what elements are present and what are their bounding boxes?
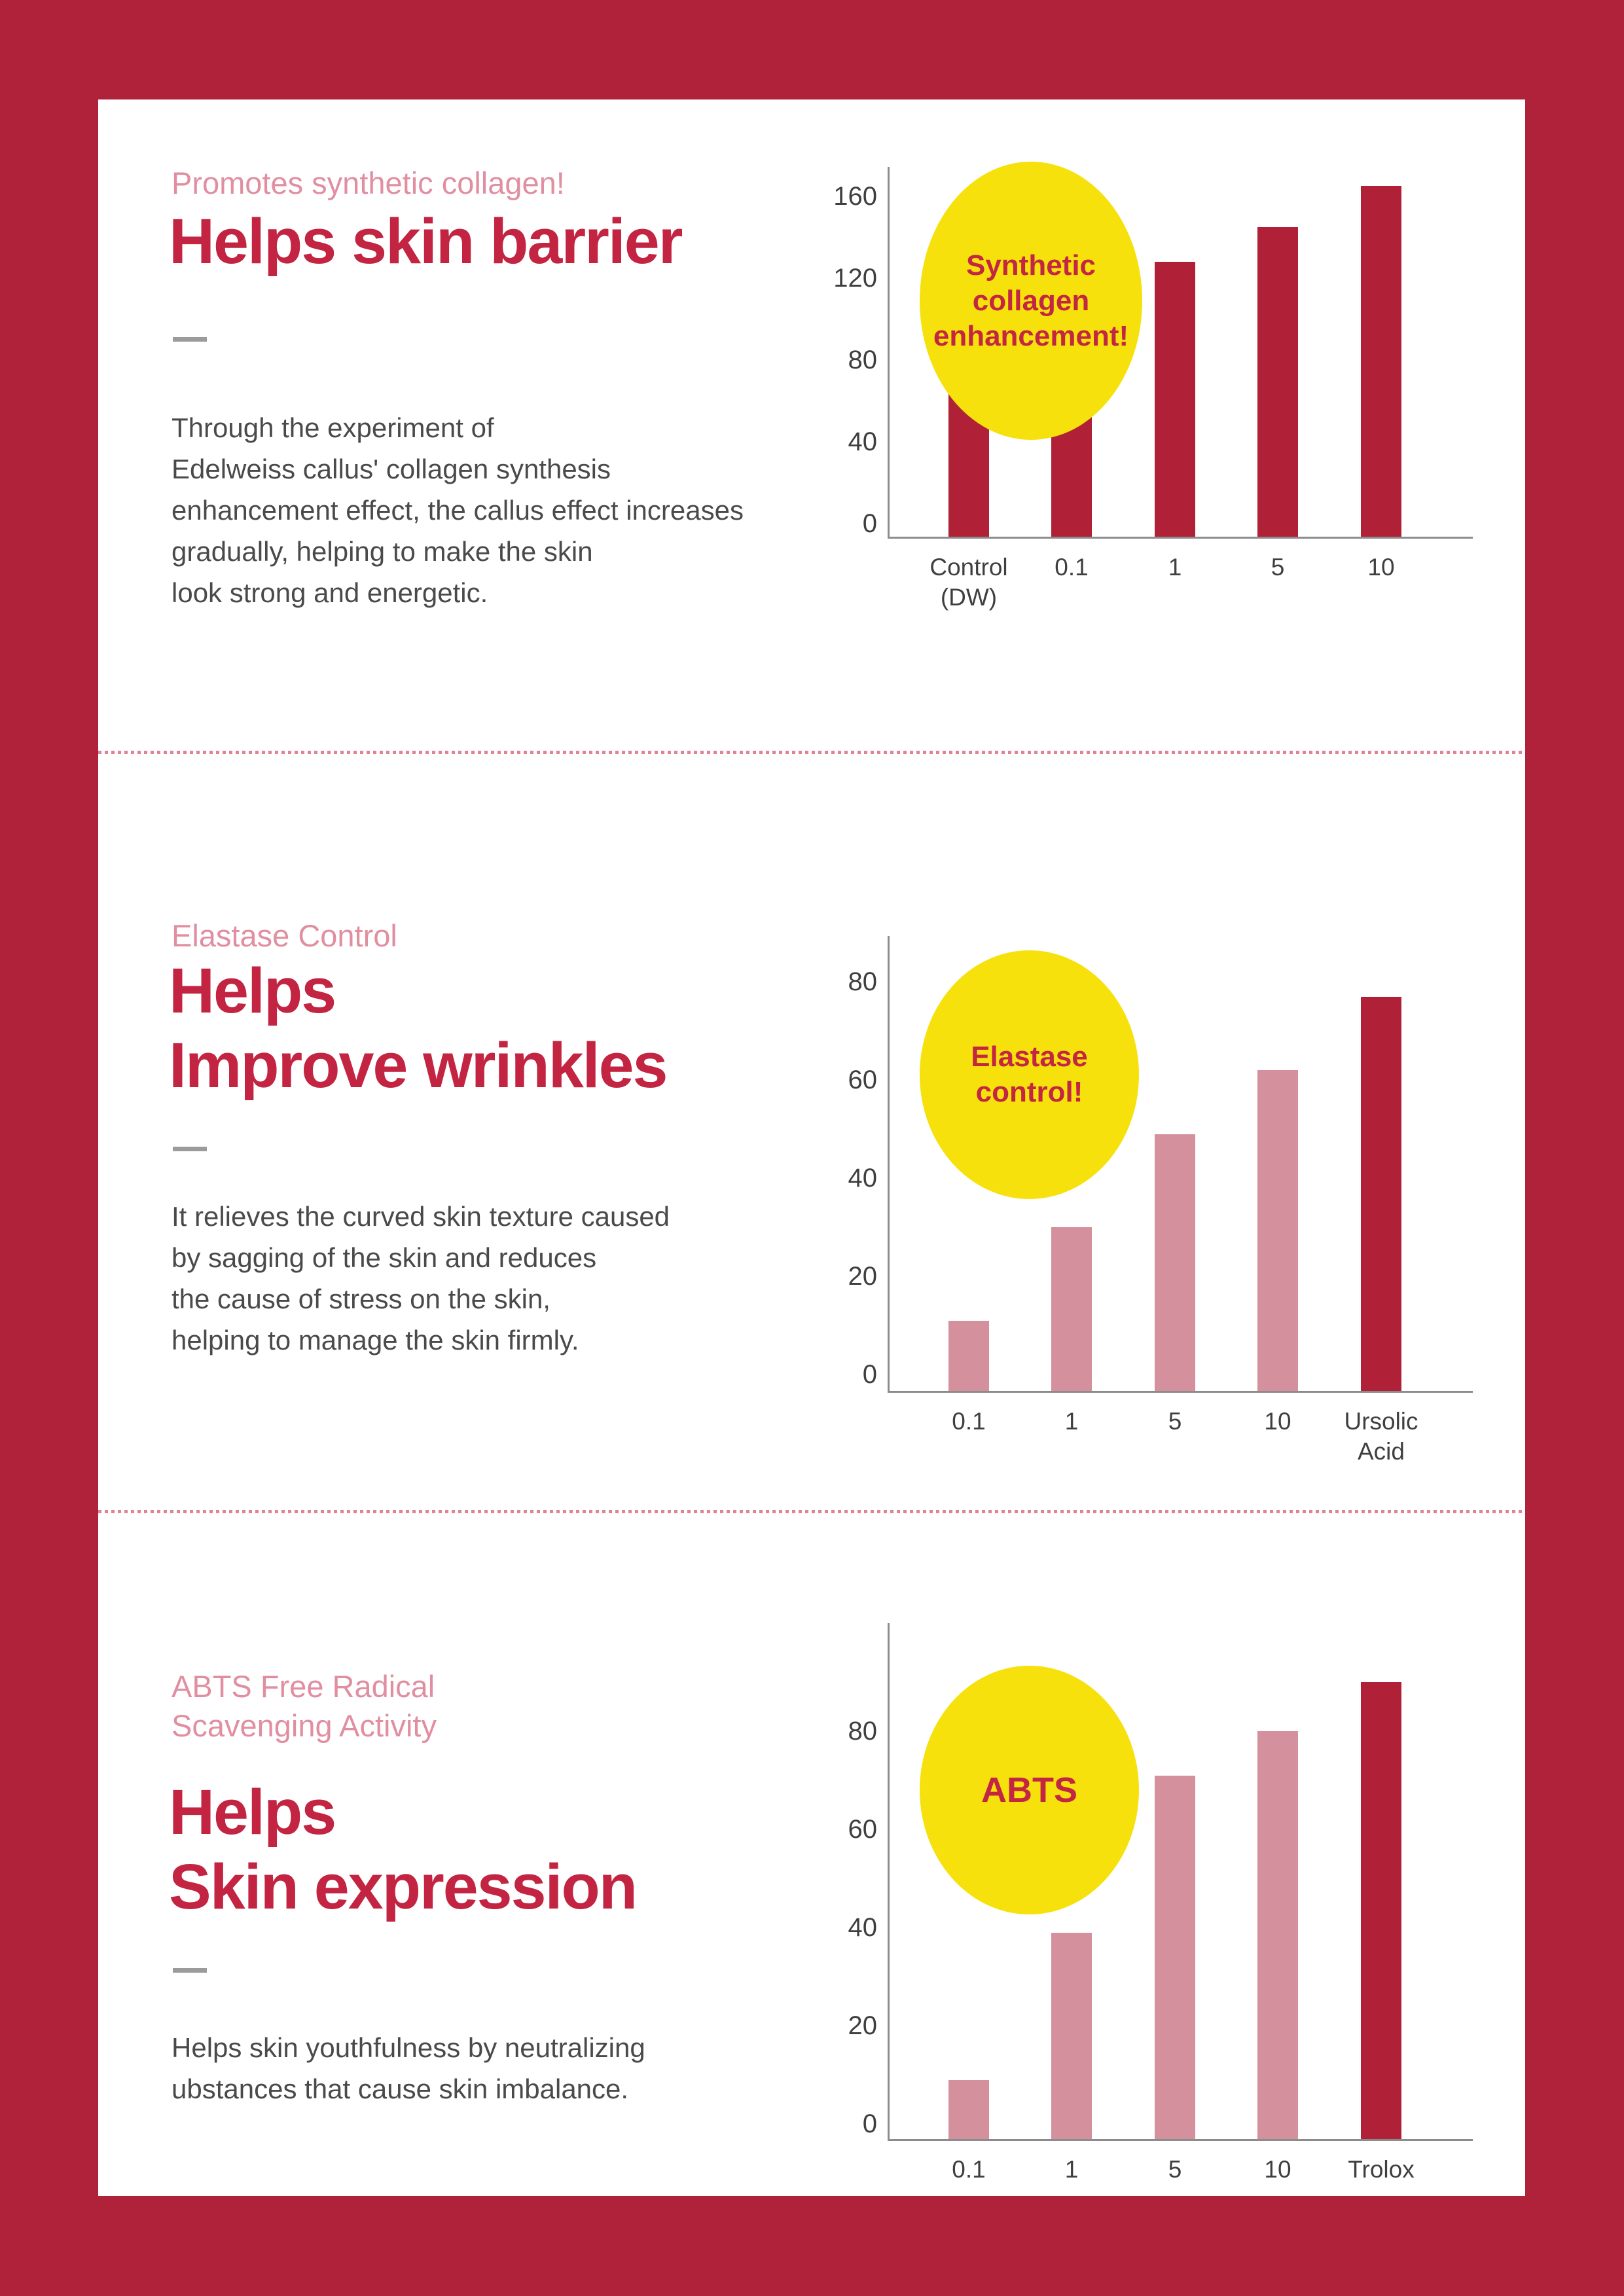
- bar-trolox: [1361, 1682, 1401, 2139]
- category-label: 5: [1168, 1408, 1182, 1435]
- bar-5: [1155, 1775, 1195, 2139]
- y-tick-label: 120: [833, 264, 877, 293]
- section-separator-2: [98, 1510, 1525, 1513]
- y-tick-label: 20: [848, 1262, 878, 1291]
- category-label: 0.1: [952, 1408, 986, 1435]
- section-3-body: Helps skin youthfulness by neutralizing …: [171, 2032, 645, 2104]
- collagen-synthesis-chart: 0 40 80 120 160 Control (DW) 0.1 1 5 10 Synthetic …: [833, 152, 1532, 623]
- section-2-eyebrow: Elastase Control: [171, 918, 397, 953]
- section-1-divider-dash: [173, 337, 207, 342]
- category-label: 1: [1064, 2156, 1079, 2183]
- bar-ursolic-acid: [1361, 996, 1401, 1391]
- y-tick-label: 60: [848, 1066, 878, 1094]
- category-label: 1: [1168, 554, 1182, 581]
- section-3-divider-dash: [173, 1968, 207, 1973]
- section-3-title: Helps Skin expression: [169, 1776, 638, 1922]
- y-tick-label: 0: [862, 509, 877, 538]
- category-label: 10: [1264, 1408, 1291, 1435]
- y-tick-label: 0: [862, 2109, 877, 2138]
- section-1-body: Through the experiment of Edelweiss call…: [171, 412, 744, 608]
- highlight-badge-circle: Elastase control!: [920, 950, 1139, 1199]
- category-label: 10: [1264, 2156, 1291, 2183]
- x-axis-line: [888, 537, 1473, 539]
- bar-10: [1361, 186, 1401, 537]
- badge-label: Synthetic collagen enhancement!: [933, 249, 1129, 352]
- y-tick-label: 80: [848, 1717, 878, 1746]
- bar-10: [1257, 1070, 1298, 1391]
- y-tick-label: 80: [848, 967, 878, 996]
- y-tick-label: 40: [848, 1913, 878, 1942]
- elastase-control-chart: 0 20 40 60 80 0.1 1 5 10 Ursolic Acid Elastase con…: [848, 914, 1532, 1477]
- section-2-title: Helps Improve wrinkles: [169, 955, 668, 1101]
- badge-label: Elastase control!: [971, 1041, 1088, 1108]
- highlight-badge-circle: Synthetic collagen enhancement!: [920, 162, 1142, 440]
- x-axis-line: [888, 2139, 1473, 2141]
- y-tick-label: 0: [862, 1360, 877, 1389]
- section-1-eyebrow: Promotes synthetic collagen!: [171, 166, 565, 200]
- y-axis-line: [888, 936, 890, 1393]
- content-card: Promotes synthetic collagen! Helps skin …: [98, 99, 1525, 2196]
- category-label: 0.1: [1055, 554, 1089, 581]
- section-separator-1: [98, 751, 1525, 754]
- bar-1: [1051, 1227, 1092, 1391]
- y-axis-line: [888, 167, 890, 539]
- y-tick-label: 60: [848, 1815, 878, 1844]
- y-tick-label: 40: [848, 1164, 878, 1193]
- bar-10: [1257, 1731, 1298, 2139]
- y-tick-label: 160: [833, 182, 877, 211]
- y-axis-line: [888, 1623, 890, 2141]
- abts-scavenging-chart: 0 20 40 60 80 0.1 1 5 10 Trolox ABTS: [848, 1605, 1532, 2194]
- category-label: 5: [1271, 554, 1285, 581]
- category-label: 10: [1367, 554, 1395, 581]
- x-axis-line: [888, 1391, 1473, 1393]
- badge-label: ABTS: [981, 1770, 1077, 1810]
- y-tick-label: 40: [848, 427, 878, 456]
- y-tick-label: 20: [848, 2011, 878, 2040]
- category-label: 1: [1064, 1408, 1079, 1435]
- bar-1: [1155, 262, 1195, 537]
- y-tick-label: 80: [848, 346, 878, 374]
- bar-5: [1257, 226, 1298, 537]
- bar-0.1: [948, 1320, 989, 1391]
- highlight-badge-circle: ABTS: [920, 1666, 1139, 1914]
- bar-0.1: [948, 2079, 989, 2139]
- bar-1: [1051, 1932, 1092, 2139]
- category-label: Control (DW): [929, 554, 1008, 611]
- category-label: 0.1: [952, 2156, 986, 2183]
- section-3-eyebrow: ABTS Free Radical Scavenging Activity: [171, 1669, 437, 1743]
- section-1-title: Helps skin barrier: [169, 206, 683, 277]
- bar-5: [1155, 1134, 1195, 1391]
- category-label: 5: [1168, 2156, 1182, 2183]
- category-label: Trolox: [1348, 2156, 1415, 2183]
- section-2-divider-dash: [173, 1147, 207, 1151]
- category-label: Ursolic Acid: [1344, 1408, 1418, 1465]
- section-2-body: It relieves the curved skin texture caus…: [171, 1201, 670, 1355]
